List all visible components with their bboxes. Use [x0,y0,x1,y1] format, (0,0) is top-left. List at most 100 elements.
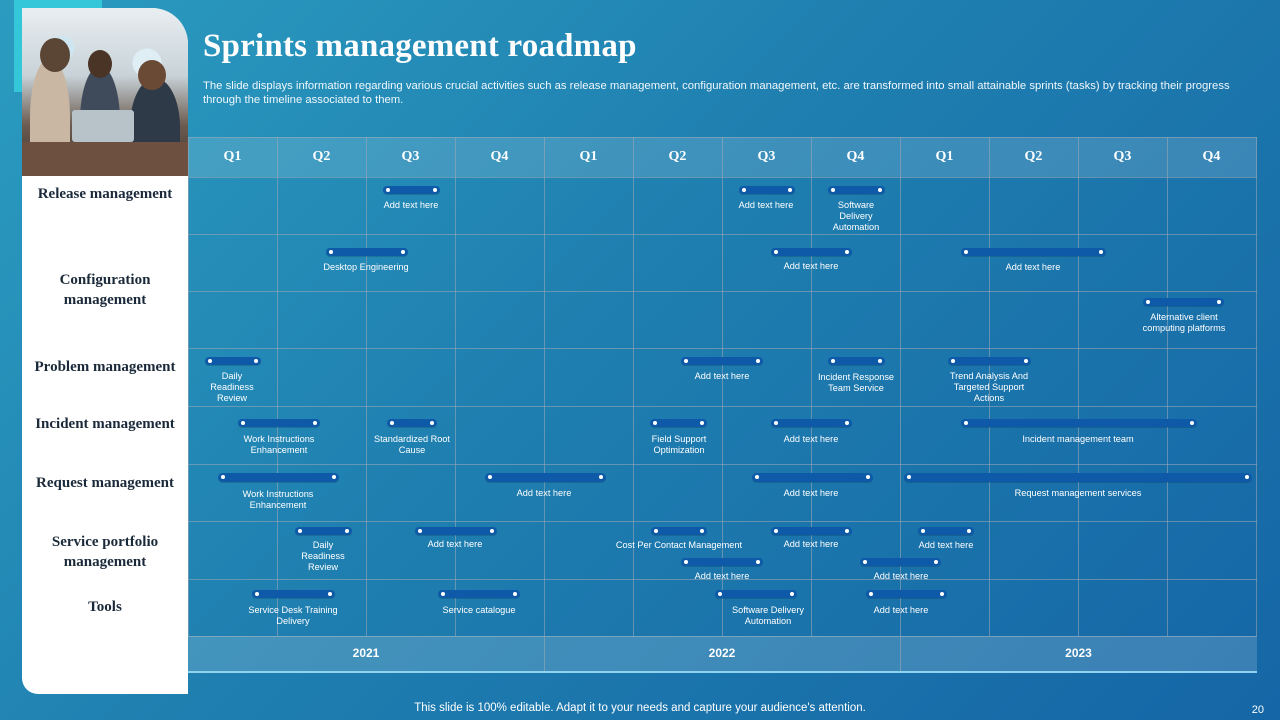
grid-line [544,636,545,671]
task-label: Software Delivery Automation [732,605,804,626]
row-label-problem: Problem management [34,359,176,375]
task-bar [961,419,1197,427]
grid-line [455,137,456,636]
task-bar [383,186,440,194]
year-label: 2021 [352,646,380,660]
task-bar [739,186,795,194]
grid-line [989,137,990,636]
task-label: Request management services [1014,488,1142,498]
task-bar [205,357,261,365]
task-label: Add text here [516,488,572,498]
task-bar [387,419,437,427]
task-label: Software Delivery Automation [832,200,880,232]
task-label: Add text here [694,571,750,581]
task-label: Work Instructions Enhancement [243,434,315,455]
grid-line [188,348,1257,349]
task-bar [948,357,1031,365]
task-bar [485,473,606,482]
task-label: Alternative client computing platforms [1142,312,1226,333]
grid-line [188,177,1257,178]
task-label: Daily Readiness Review [210,371,254,403]
quarter-header-cell: Q1 [579,149,598,164]
year-footer [188,636,1257,671]
task-bar [218,473,339,482]
task-label: Add text here [783,434,839,444]
task-label: Add text here [783,261,839,271]
grid-line [900,636,901,671]
row-label-configuration: Configuration management [59,272,151,308]
year-underline [188,671,1257,673]
grid-line [633,137,634,636]
task-bar [771,419,852,427]
task-label: Add text here [873,605,929,615]
row-label-service-portfolio: Service portfolio management [51,534,159,570]
task-label: Service catalogue [442,605,516,615]
grid-line [900,137,901,636]
quarter-header-cell: Q2 [1024,149,1043,164]
task-bar [752,473,873,482]
quarter-header-cell: Q2 [668,149,687,164]
grid-line [188,521,1257,522]
task-label: Incident Response Team Service [817,372,895,393]
row-label-request: Request management [36,475,174,491]
task-bar [715,590,797,598]
task-bar [681,357,763,365]
task-label: Work Instructions Enhancement [242,489,314,510]
year-label: 2023 [1065,646,1092,660]
quarter-header-cell: Q2 [312,149,331,164]
grid-line [1078,137,1079,636]
task-label: Field Support Optimization [651,434,707,455]
grid-line [366,137,367,636]
task-bar [650,419,707,427]
grid-line [188,464,1257,465]
task-label: Standardized Root Cause [373,434,451,455]
left-panel [22,8,188,694]
task-bar [866,590,947,598]
task-label: Desktop Engineering [323,262,409,272]
grid-line [544,137,545,636]
quarter-header-cell: Q4 [1202,149,1221,164]
task-label: Add text here [738,200,794,210]
task-label: Trend Analysis And Targeted Support Acti… [949,371,1029,403]
task-label: Add text here [918,540,974,550]
task-label: Add text here [873,571,929,581]
row-label-release: Release management [37,186,173,202]
task-bar [252,590,335,598]
task-bar [681,558,763,566]
row-label-incident: Incident management [35,416,175,432]
task-bar [828,357,885,365]
grid-line [1167,137,1168,636]
task-bar [828,186,885,194]
roadmap-grid: Q1 Q2 Q3 Q4 Q1 Q2 Q3 Q4 Q1 Q2 Q3 Q4 [188,137,1257,673]
task-bar [1143,298,1224,306]
grid-line [188,137,1257,138]
task-bar [904,473,1252,482]
task-bar [860,558,941,566]
task-label: Add text here [383,200,439,210]
year-label: 2022 [708,646,736,660]
task-label: Add text here [783,488,839,498]
task-bar [771,248,852,256]
grid-line [811,137,812,636]
task-bar [771,527,852,535]
quarter-header-cell: Q1 [935,149,954,164]
task-bar [651,527,707,535]
task-bar [238,419,320,427]
grid-line [277,137,278,636]
task-label: Service Desk Training Delivery [248,605,338,626]
quarter-header-cell: Q4 [846,149,865,164]
task-label: Add text here [1005,262,1061,272]
task-bar [438,590,520,598]
grid-line [188,291,1257,292]
grid-line [188,636,1257,637]
task-label: Add text here [427,539,483,549]
task-bar [326,248,408,256]
quarter-header-cell: Q3 [1113,149,1132,164]
page-number: 20 [1251,704,1264,716]
task-label: Cost Per Contact Management [615,540,743,550]
grid-line [722,137,723,636]
task-bar [918,527,974,535]
grid-line [188,406,1257,407]
row-label-tools: Tools [88,599,122,615]
